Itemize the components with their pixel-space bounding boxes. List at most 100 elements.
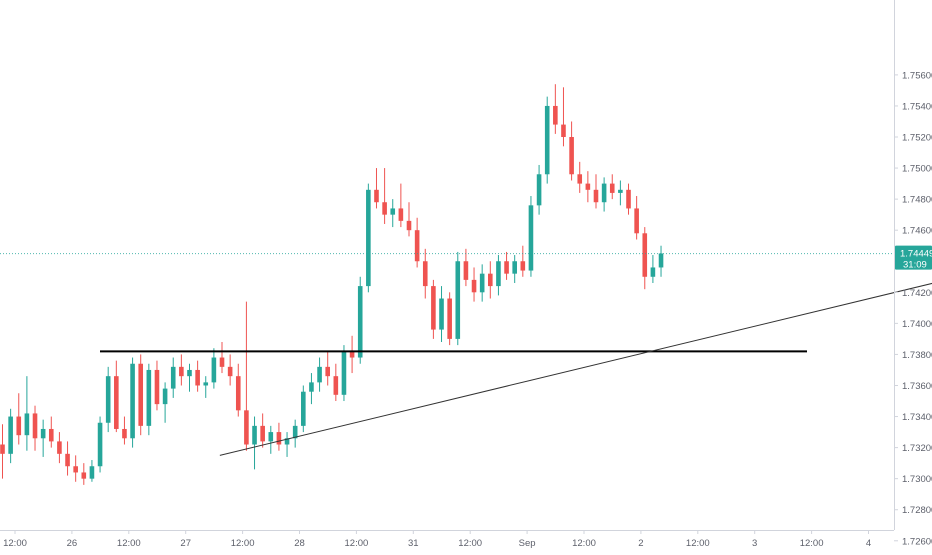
time-tick-label: 12:00 bbox=[3, 538, 27, 549]
candle bbox=[154, 360, 160, 411]
candle bbox=[561, 87, 566, 147]
price-tick-label: 1.72600 bbox=[902, 536, 932, 547]
candle bbox=[292, 419, 298, 448]
candle-body bbox=[422, 261, 428, 287]
candle-body bbox=[57, 441, 62, 454]
price-axis[interactable]: 1.72600 1.72800 1.73000 1.73200 1.73400 1.736… bbox=[894, 0, 932, 547]
candle-body bbox=[114, 376, 119, 429]
candle-body bbox=[366, 189, 371, 287]
candle-body bbox=[414, 230, 420, 262]
candle bbox=[504, 251, 509, 280]
candle bbox=[536, 164, 542, 215]
candle bbox=[24, 376, 30, 451]
candle bbox=[463, 248, 469, 287]
candle bbox=[357, 276, 363, 364]
candle-body bbox=[471, 279, 477, 293]
candle-body bbox=[650, 267, 656, 277]
candle bbox=[16, 393, 22, 445]
candle-body bbox=[561, 124, 566, 138]
time-tick-label: 12:00 bbox=[686, 538, 710, 549]
candle bbox=[179, 354, 184, 386]
candle bbox=[170, 357, 176, 398]
candle-body bbox=[8, 416, 13, 454]
candle bbox=[585, 171, 591, 203]
candle bbox=[146, 363, 152, 436]
candle-body bbox=[333, 376, 339, 395]
candle bbox=[609, 174, 615, 200]
candle bbox=[455, 251, 461, 346]
candle-body bbox=[187, 369, 192, 377]
candle-body bbox=[235, 376, 241, 411]
candle-body bbox=[32, 413, 38, 439]
trendline[interactable] bbox=[219, 205, 932, 456]
candle-body bbox=[398, 208, 404, 221]
price-tick-label: 1.75000 bbox=[902, 164, 932, 175]
candle-body bbox=[496, 261, 501, 287]
candle bbox=[81, 463, 87, 485]
candle bbox=[658, 245, 664, 277]
time-tick-label: 28 bbox=[294, 538, 305, 549]
candle bbox=[553, 84, 558, 134]
price-tick-label: 1.73000 bbox=[902, 474, 932, 485]
candle bbox=[496, 255, 501, 296]
candle bbox=[235, 363, 241, 417]
candle bbox=[114, 360, 119, 433]
candle-body bbox=[618, 189, 623, 193]
candle-body bbox=[349, 351, 355, 358]
candle-body bbox=[601, 183, 607, 203]
candle bbox=[187, 363, 192, 392]
candle bbox=[406, 202, 412, 237]
candle-body bbox=[609, 183, 615, 193]
price-tick-label: 1.73800 bbox=[902, 350, 932, 361]
candle bbox=[57, 432, 62, 464]
candle-body bbox=[227, 366, 233, 377]
candle-body bbox=[40, 428, 46, 439]
candle bbox=[544, 96, 550, 184]
candle-body bbox=[642, 233, 648, 277]
time-tick-label: 26 bbox=[67, 538, 78, 549]
candle bbox=[488, 261, 493, 299]
candle bbox=[317, 357, 322, 392]
candle-body bbox=[284, 438, 290, 445]
candle-body bbox=[447, 298, 452, 339]
candle bbox=[105, 366, 111, 433]
candle bbox=[431, 279, 436, 339]
bar-countdown-label: 31:09 bbox=[903, 260, 927, 271]
candle-body bbox=[65, 453, 70, 467]
candle-body bbox=[146, 369, 152, 426]
candle bbox=[211, 348, 217, 389]
candle-body bbox=[203, 382, 209, 386]
candle bbox=[284, 432, 290, 457]
candle bbox=[333, 363, 339, 402]
candle bbox=[32, 405, 38, 451]
candle-body bbox=[317, 366, 322, 383]
candle bbox=[601, 177, 607, 212]
drawings-layer[interactable] bbox=[0, 205, 932, 456]
candle-body bbox=[455, 261, 461, 339]
candle bbox=[268, 425, 274, 454]
candle bbox=[0, 424, 5, 479]
candle-body bbox=[463, 261, 469, 280]
candle-body bbox=[488, 273, 493, 287]
time-tick-label: 3 bbox=[752, 538, 757, 549]
candle-body bbox=[512, 261, 517, 274]
candle-body bbox=[138, 363, 144, 426]
candle-body bbox=[154, 369, 160, 405]
candle-body bbox=[130, 363, 135, 439]
time-axis[interactable]: 12:00 26 12:00 27 12:00 28 12:00 31 12:00 Sep 12:0… bbox=[0, 530, 894, 549]
candle bbox=[634, 196, 639, 240]
candle-body bbox=[309, 382, 314, 392]
candle bbox=[650, 255, 656, 283]
candle-body bbox=[585, 183, 591, 190]
candle-body bbox=[122, 428, 127, 439]
candle-body bbox=[252, 425, 257, 445]
candle bbox=[65, 441, 70, 476]
candle-body bbox=[48, 428, 54, 442]
time-tick-label: Sep bbox=[519, 538, 536, 549]
candle-body bbox=[528, 205, 534, 271]
candle bbox=[195, 360, 200, 392]
price-tick-label: 1.74800 bbox=[902, 195, 932, 206]
time-tick-label: 4 bbox=[866, 538, 871, 549]
